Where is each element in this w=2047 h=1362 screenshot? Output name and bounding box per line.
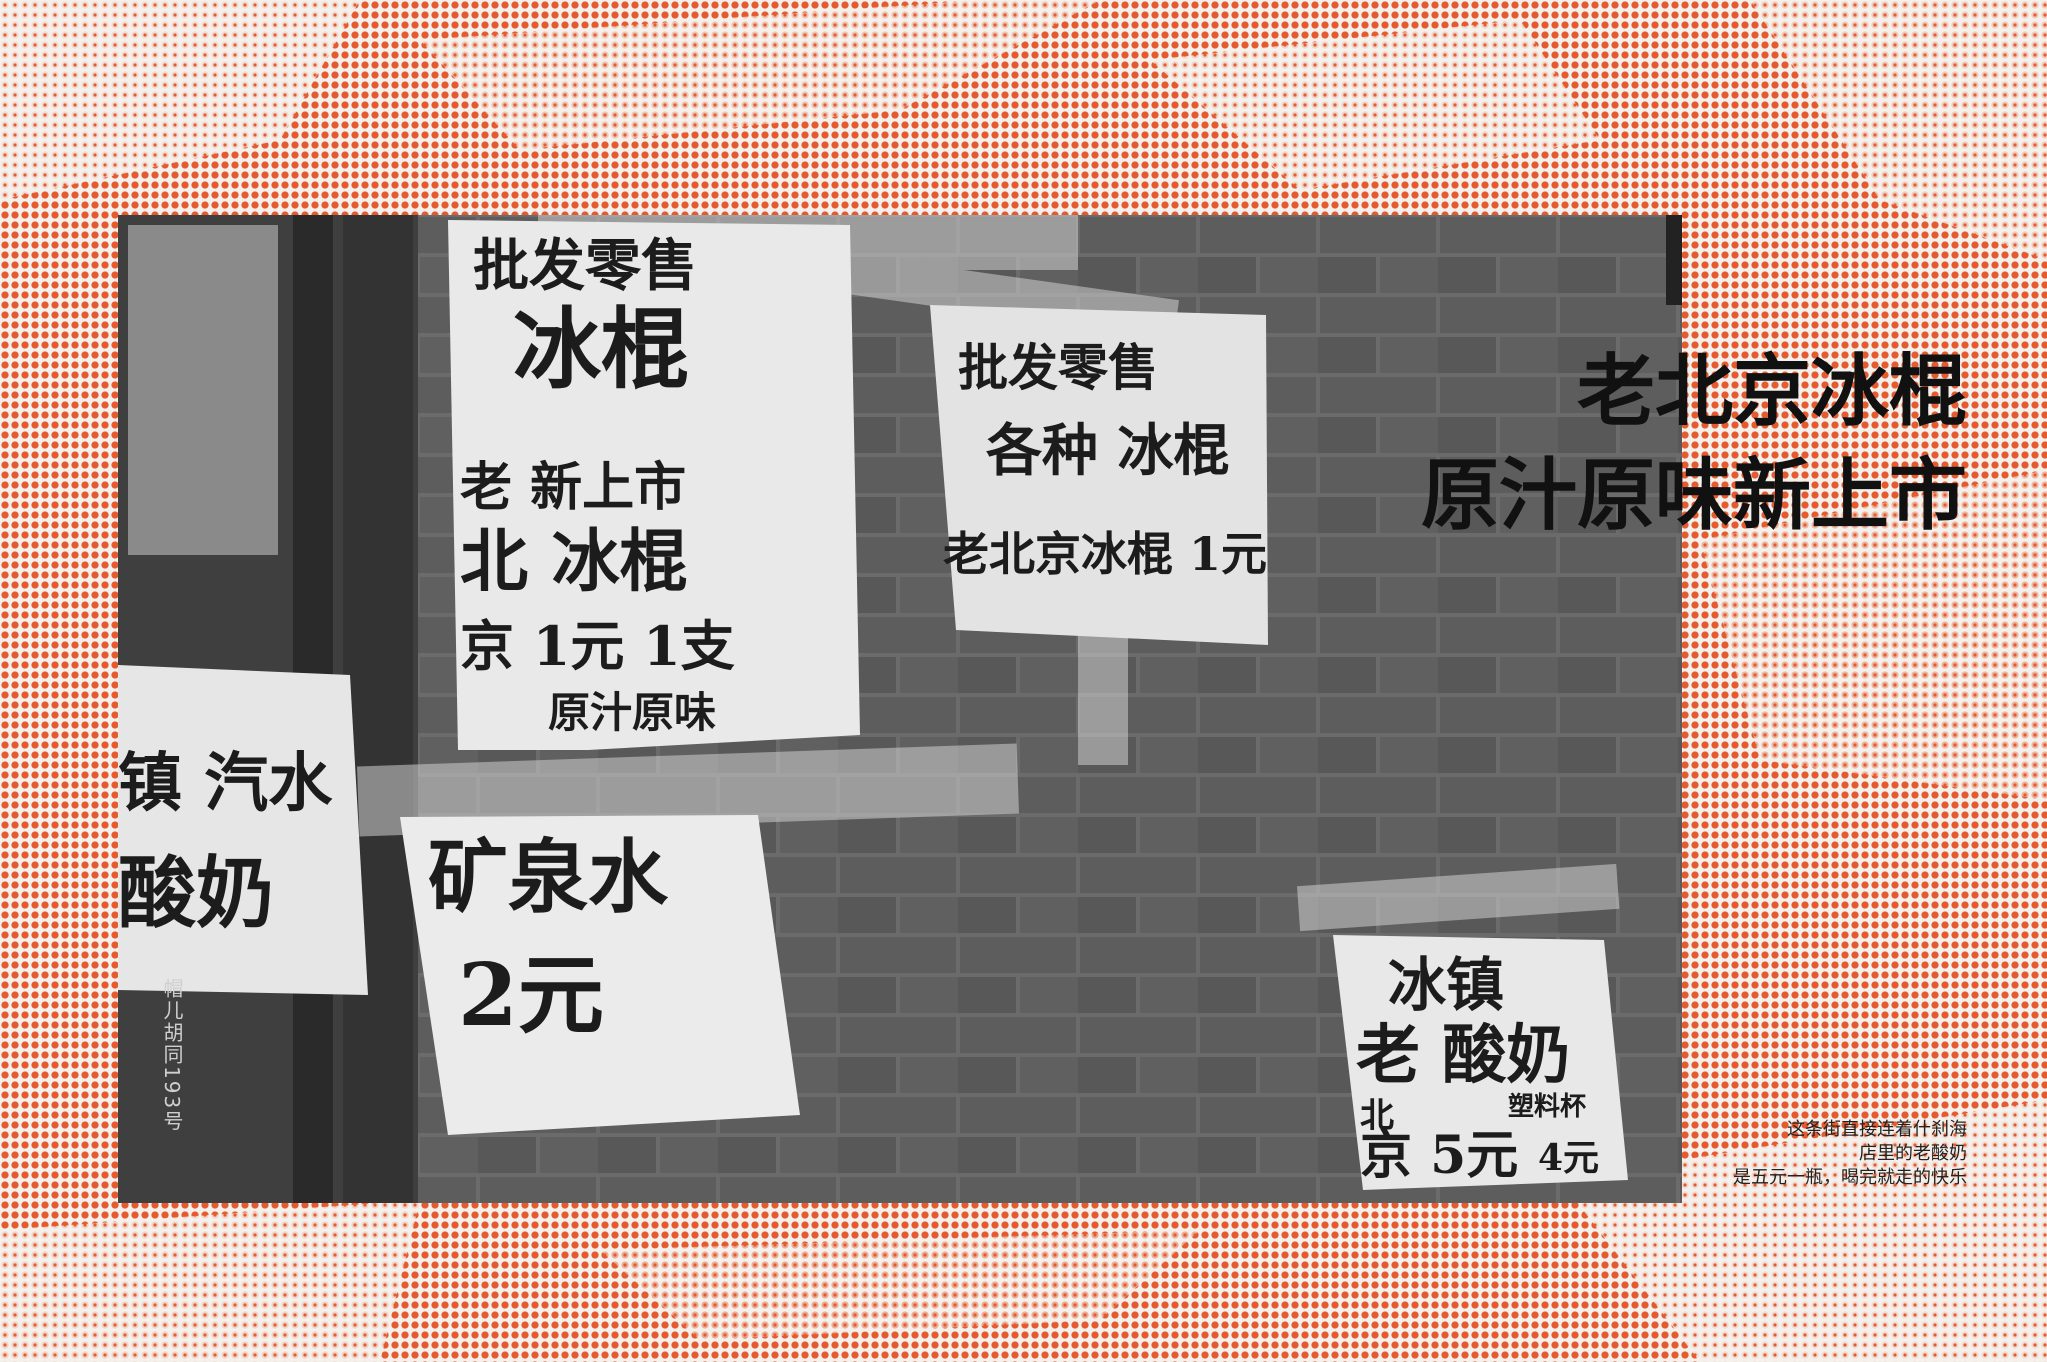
sign5-line1: 冰镇 (1388, 951, 1504, 1019)
sign5-line2: 老 酸奶 (1356, 1018, 1570, 1093)
caption-line-2: 店里的老酸奶 (1733, 1142, 1967, 1166)
sign1-line1: 批发零售 (473, 233, 697, 299)
sign1-line5: 京 1元 1支 (460, 614, 735, 678)
page-title: 老北京冰棍 原汁原味新上市 (1421, 340, 1967, 548)
door-post (343, 215, 413, 1203)
sign5-line5: 塑料杯 (1508, 1092, 1586, 1122)
sign5-line6: 4元 (1538, 1137, 1599, 1179)
sign1-line3: 老 新上市 (460, 457, 686, 518)
street-address-label: 帽儿胡同193号 (158, 978, 187, 1132)
shop-shelf (128, 225, 278, 555)
sign3-line1: 镇 汽水 (118, 746, 333, 821)
sign2-line2: 各种 冰棍 (986, 418, 1230, 484)
sign2-line1: 批发零售 (958, 338, 1158, 397)
title-line-1: 老北京冰棍 (1421, 340, 1967, 444)
sign3-line2: 酸奶 (118, 848, 274, 939)
sign2-line3: 老北京冰棍 1元 (943, 527, 1267, 581)
sign4-line1: 矿泉水 (428, 830, 669, 924)
sign-yogurt-left: 镇 汽水 酸奶 (118, 665, 368, 995)
caption-line-3: 是五元一瓶，喝完就走的快乐 (1733, 1166, 1967, 1190)
sign1-line6: 原汁原味 (548, 688, 716, 737)
sign1-line2: 冰棍 (513, 297, 689, 401)
wall-pipe (1666, 215, 1682, 305)
sign5-line4: 京 5元 (1360, 1125, 1518, 1186)
caption-line-1: 这条街直接连着什刹海 (1733, 1118, 1967, 1142)
sign-iced-yogurt: 冰镇 老 酸奶 北 京 5元 塑料杯 4元 (1333, 935, 1628, 1190)
sign-mineral-water: 矿泉水 2元 (400, 815, 800, 1135)
sign1-line4: 北 冰棍 (460, 522, 688, 602)
sign-various-popsicle: 批发零售 各种 冰棍 老北京冰棍 1元 (930, 305, 1268, 645)
title-line-2: 原汁原味新上市 (1421, 444, 1967, 548)
photo-caption: 这条街直接连着什刹海 店里的老酸奶 是五元一瓶，喝完就走的快乐 (1733, 1118, 1967, 1190)
sign-wholesale-popsicle: 批发零售 冰棍 老 新上市 北 冰棍 京 1元 1支 原汁原味 (448, 220, 860, 750)
sign4-line2: 2元 (458, 945, 604, 1046)
